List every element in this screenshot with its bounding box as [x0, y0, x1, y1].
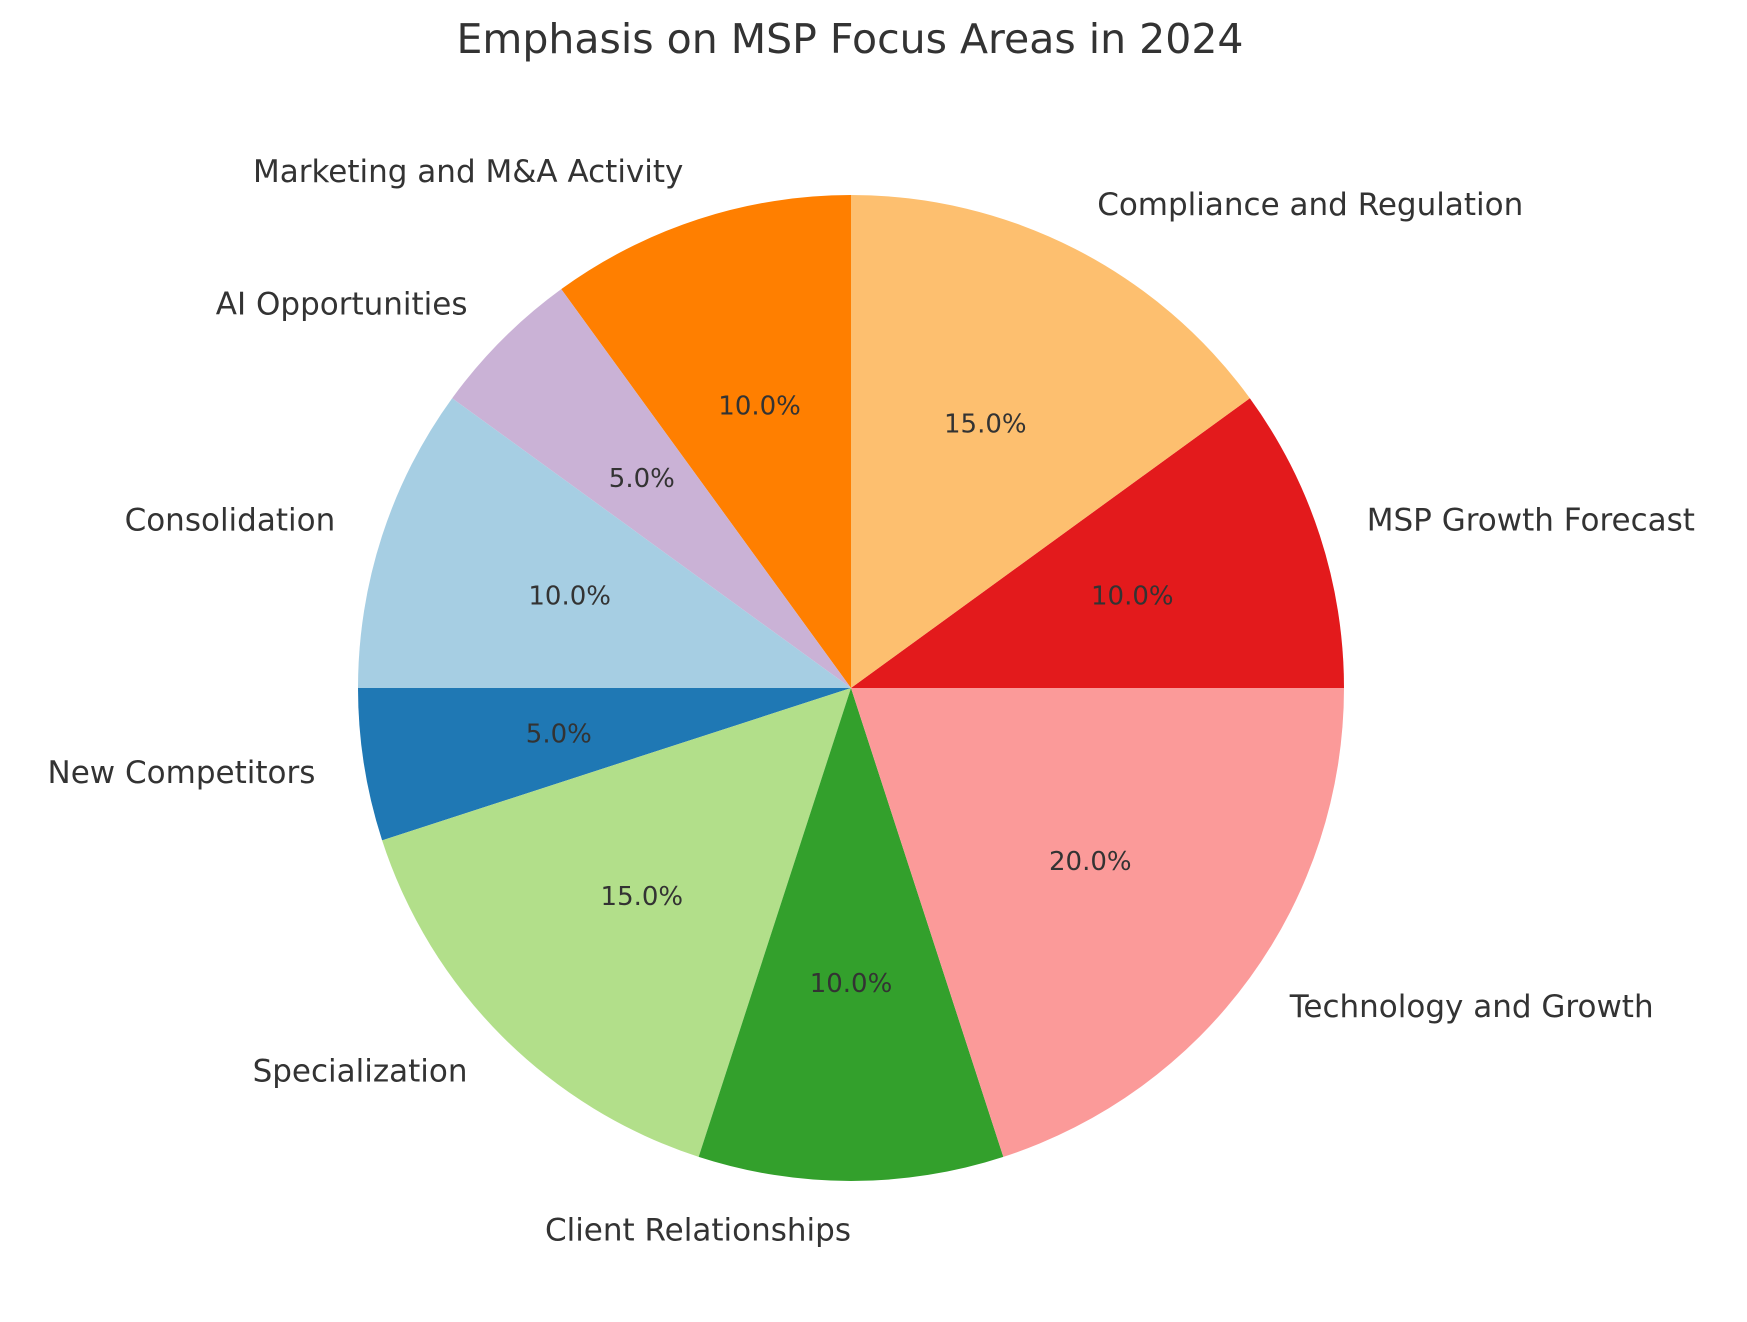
pct-label-consolidation: 10.0%	[528, 582, 611, 612]
chart-title: Emphasis on MSP Focus Areas in 2024	[456, 15, 1243, 63]
slice-new-competitors	[358, 688, 851, 841]
category-label-new-competitors: New Competitors	[48, 755, 316, 791]
category-label-ai-opportunities: AI Opportunities	[216, 287, 468, 323]
category-label-client-relationships: Client Relationships	[545, 1212, 851, 1248]
pct-label-technology-and-growth: 20.0%	[1049, 847, 1132, 877]
slice-compliance-and-regulation	[851, 195, 1250, 688]
pct-label-new-competitors: 5.0%	[526, 719, 592, 749]
pct-label-marketing-and-manda-activity: 10.0%	[718, 392, 801, 422]
category-label-compliance-and-regulation: Compliance and Regulation	[1097, 187, 1523, 223]
percentage-labels: 5.0% 15.0% 10.0% 20.0% 10.0% 15.0% 10.0% 5.0% 10…	[526, 392, 1174, 999]
slice-ai-opportunities	[452, 289, 851, 688]
category-label-marketing-and-manda-activity: Marketing and M&A Activity	[253, 154, 683, 190]
slice-msp-growth-forecast	[851, 398, 1344, 688]
category-label-specialization: Specialization	[253, 1053, 468, 1089]
category-label-technology-and-growth: Technology and Growth	[1289, 989, 1654, 1025]
category-labels: New Competitors Specialization Client Rela…	[48, 154, 1695, 1248]
slice-marketing-and-manda-activity	[561, 195, 851, 688]
pct-label-client-relationships: 10.0%	[810, 969, 893, 999]
slice-consolidation	[358, 398, 851, 688]
slice-client-relationships	[698, 688, 1004, 1181]
slice-technology-and-growth	[851, 688, 1344, 1157]
pct-label-ai-opportunities: 5.0%	[609, 464, 675, 494]
pct-label-compliance-and-regulation: 15.0%	[944, 409, 1027, 439]
category-label-msp-growth-forecast: MSP Growth Forecast	[1367, 502, 1695, 538]
category-label-consolidation: Consolidation	[125, 502, 336, 538]
pie-slices	[358, 195, 1344, 1181]
slice-specialization	[382, 688, 851, 1157]
pct-label-specialization: 15.0%	[601, 882, 684, 912]
pct-label-msp-growth-forecast: 10.0%	[1091, 582, 1174, 612]
